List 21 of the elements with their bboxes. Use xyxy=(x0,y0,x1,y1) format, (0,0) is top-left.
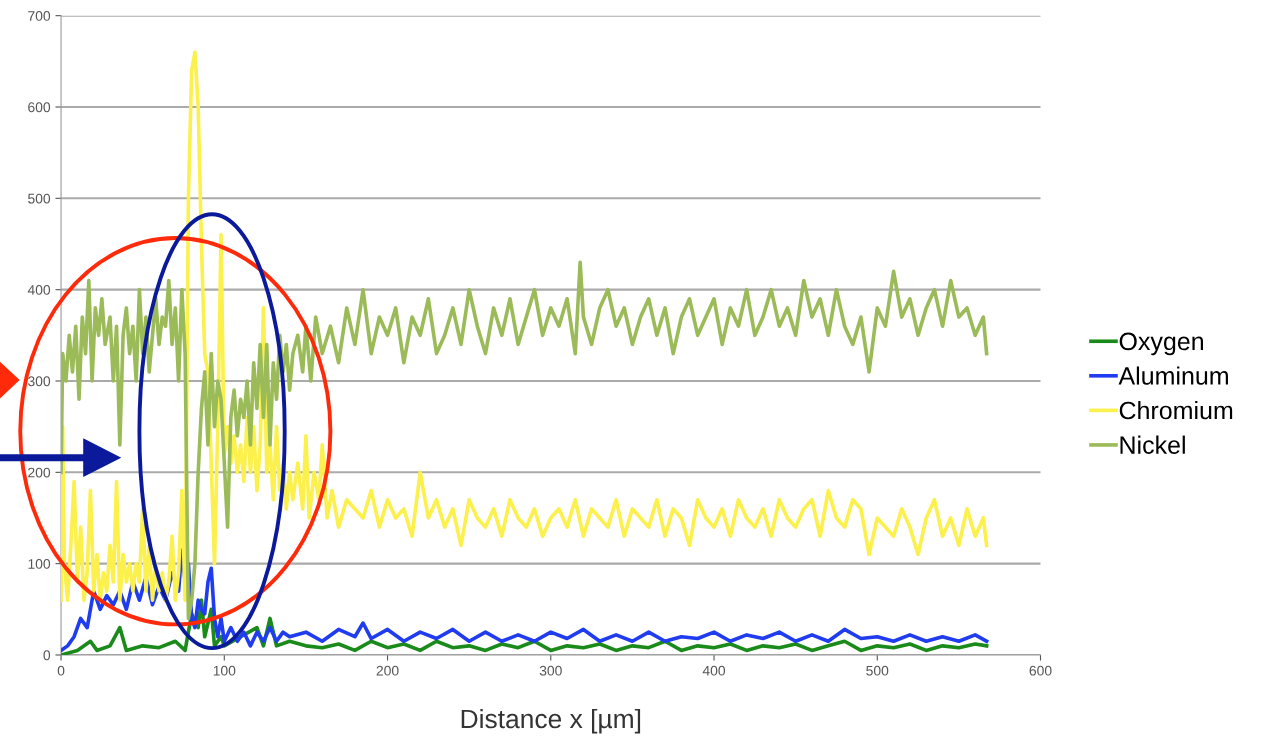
x-axis-title: Distance x [µm] xyxy=(461,708,641,734)
x-tick-label: 0 xyxy=(57,665,65,676)
x-tick-label: 100 xyxy=(213,665,236,676)
y-tick-label: 200 xyxy=(28,467,51,478)
legend-label: Chromium xyxy=(1119,401,1233,420)
x-tick-label: 200 xyxy=(376,665,399,676)
y-tick-label: 700 xyxy=(28,11,51,21)
line-series xyxy=(61,260,989,621)
y-tick-label: 400 xyxy=(27,285,51,295)
legend-label: Aluminum xyxy=(1118,366,1228,385)
y-tick-label: 100 xyxy=(28,558,51,569)
x-tick-label: 500 xyxy=(866,665,889,676)
legend-label: Oxygen xyxy=(1119,332,1204,356)
y-tick-label: 0 xyxy=(43,650,51,661)
legend-label: Nickel xyxy=(1120,435,1185,454)
x-tick-label: 600 xyxy=(1029,665,1052,676)
x-tick-label: 400 xyxy=(702,665,726,676)
x-tick-label: 300 xyxy=(539,665,562,676)
y-tick-label: 300 xyxy=(28,376,51,387)
y-tick-label: 500 xyxy=(28,193,51,204)
y-tick-label: 600 xyxy=(28,102,51,113)
